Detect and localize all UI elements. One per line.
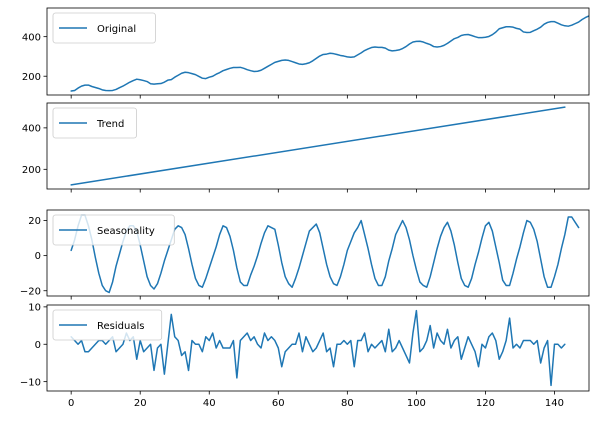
seasonality-legend-label: Seasonality <box>97 226 155 237</box>
residuals-xtick-label: 120 <box>476 398 495 409</box>
original-legend-box <box>52 12 156 44</box>
residuals-xtick-label: 100 <box>407 398 426 409</box>
trend-series-line <box>70 106 566 186</box>
original-panel: 200 400 Original <box>22 7 590 99</box>
seasonality-axes-frame <box>46 209 590 297</box>
seasonality-panel: −20 0 20 Seasonality <box>20 209 590 300</box>
trend-ytick-label: 400 <box>22 123 41 134</box>
residuals-ytick-label: −10 <box>20 377 41 388</box>
residuals-axes-frame <box>46 304 590 392</box>
residuals-ytick-label: 10 <box>28 302 41 313</box>
seasonality-legend: Seasonality <box>52 214 175 246</box>
seasonality-series-line <box>70 214 580 294</box>
seasonality-ytick-label: 20 <box>28 216 41 227</box>
trend-panel: 200 400 Trend <box>22 102 590 193</box>
residuals-xtick-label: 20 <box>134 398 147 409</box>
residuals-xtick-label: 140 <box>545 398 564 409</box>
seasonality-ytick-label: −20 <box>20 286 41 297</box>
residuals-legend: Residuals <box>52 309 163 341</box>
residuals-legend-label: Residuals <box>97 321 144 332</box>
seasonality-ytick-label: 0 <box>35 251 41 262</box>
residuals-xtick-label: 0 <box>68 398 74 409</box>
original-ytick-label: 400 <box>22 32 41 43</box>
trend-legend-box <box>52 107 137 139</box>
residuals-xtick-label: 60 <box>272 398 285 409</box>
residuals-ytick-label: 0 <box>35 340 41 351</box>
original-legend: Original <box>52 12 156 44</box>
residuals-xtick-label: 80 <box>341 398 354 409</box>
trend-axes-frame <box>46 102 590 190</box>
trend-legend: Trend <box>52 107 137 139</box>
original-axes-frame <box>46 7 590 96</box>
original-legend-label: Original <box>97 24 136 35</box>
original-series-line <box>70 15 589 92</box>
residuals-legend-box <box>52 309 163 341</box>
original-ytick-label: 200 <box>22 72 41 83</box>
seasonality-legend-box <box>52 214 175 246</box>
residuals-xtick-label: 40 <box>203 398 216 409</box>
trend-legend-label: Trend <box>96 119 124 130</box>
residuals-series-line <box>70 309 566 387</box>
trend-ytick-label: 200 <box>22 165 41 176</box>
